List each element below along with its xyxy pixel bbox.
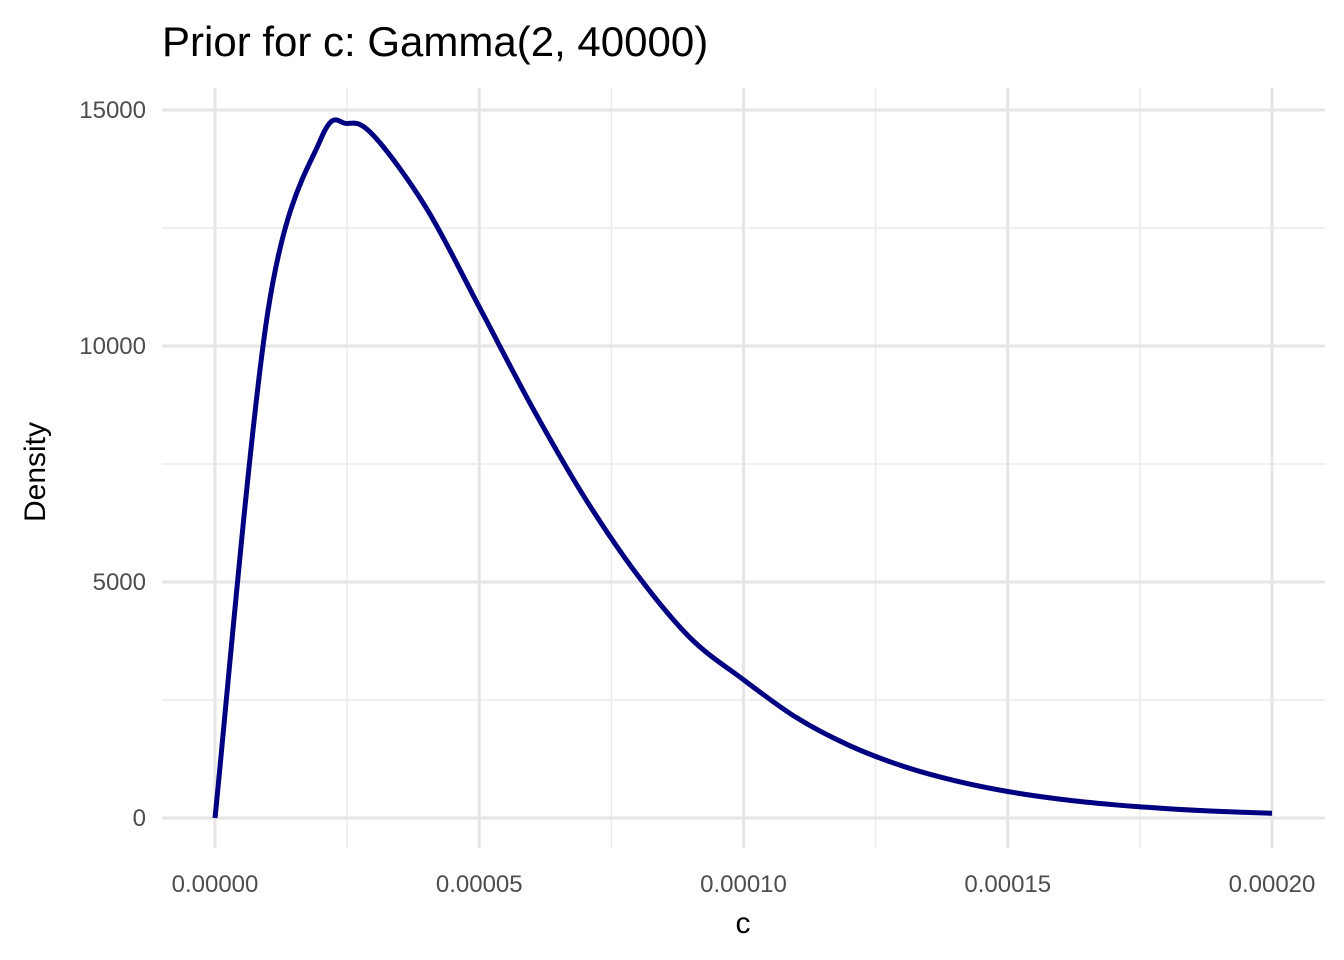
chart-title: Prior for c: Gamma(2, 40000) <box>162 18 708 65</box>
y-tick-label: 15000 <box>79 97 146 124</box>
x-tick-label: 0.00015 <box>964 871 1051 898</box>
y-axis-title: Density <box>19 422 52 522</box>
density-curve <box>212 117 1273 819</box>
y-tick-label: 10000 <box>79 333 146 360</box>
x-tick-labels: 0.00000 0.00005 0.00010 0.00015 0.00020 <box>172 871 1316 898</box>
y-tick-labels: 0 5000 10000 15000 <box>79 97 146 832</box>
x-axis-title: c <box>736 907 751 940</box>
y-tick-label: 5000 <box>93 569 146 596</box>
x-tick-label: 0.00000 <box>172 871 259 898</box>
x-tick-label: 0.00020 <box>1229 871 1316 898</box>
major-gridlines <box>162 88 1325 848</box>
x-tick-label: 0.00005 <box>436 871 523 898</box>
x-tick-label: 0.00010 <box>700 871 787 898</box>
y-tick-label: 0 <box>133 805 146 832</box>
